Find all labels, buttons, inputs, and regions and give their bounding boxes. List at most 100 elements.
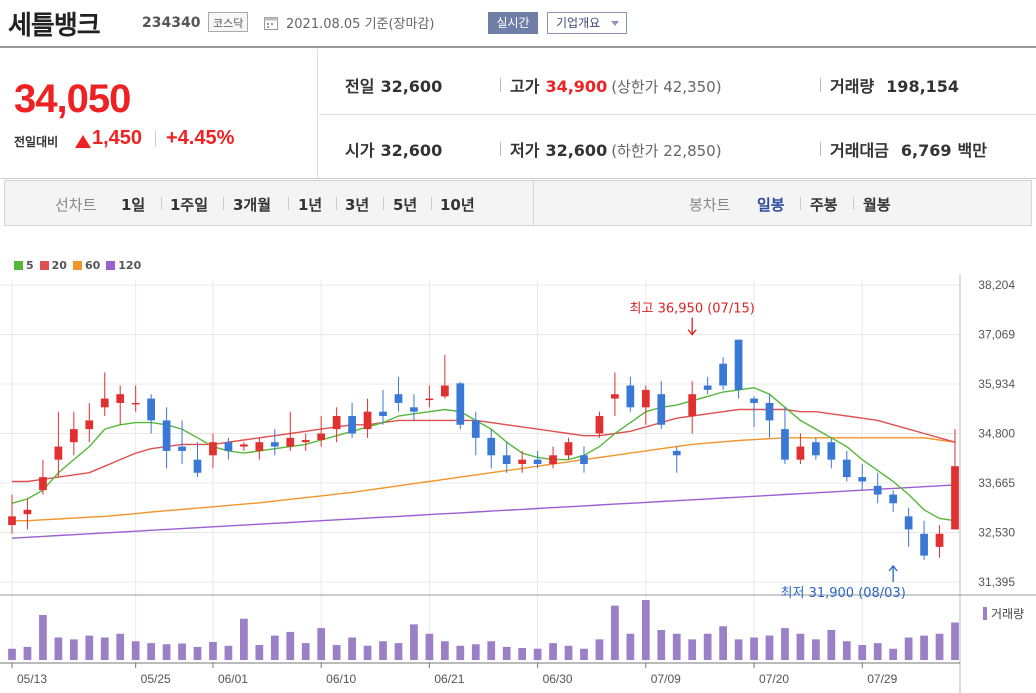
divider (500, 142, 501, 156)
volume-bar (549, 643, 557, 660)
candle-body (410, 407, 418, 412)
prev-close-value: 32,600 (380, 77, 443, 96)
candle-body (487, 437, 496, 456)
volume-bar (533, 648, 542, 660)
volume-value: 198,154 (886, 77, 960, 96)
candle-body (672, 450, 681, 456)
open-price: 시가 32,600 (345, 137, 442, 161)
volume-bar (178, 643, 186, 660)
candle-body (363, 411, 372, 430)
candle-weekly[interactable]: 주봉 (810, 196, 838, 214)
moving-average-ma120 (11, 484, 956, 539)
volume-bar (904, 637, 913, 660)
period-3m[interactable]: 3개월 (233, 196, 272, 214)
divider (500, 78, 501, 92)
volume-bar (595, 639, 604, 660)
volume-bar (688, 639, 697, 660)
legend-swatch (39, 261, 49, 270)
high-label: 고가 (510, 77, 540, 96)
legend-item-ma20: 20 (39, 259, 67, 272)
candle-body (626, 385, 635, 408)
candle-body (85, 420, 94, 430)
volume-bar (750, 637, 758, 660)
volume-bar (69, 639, 78, 660)
volume-bar (209, 642, 217, 660)
volume-bar (394, 643, 403, 660)
x-tick-label: 06/30 (543, 672, 573, 686)
volume-bar (131, 641, 140, 660)
candle-body (317, 433, 326, 441)
candle-body (827, 442, 836, 460)
stock-header: 세틀뱅크 234340 코스닥 2021.08.05 기준(장마감) 실시간 기… (0, 0, 1036, 48)
lower-limit: (하한가 22,850) (611, 142, 722, 160)
volume-legend-label: 거래량 (991, 607, 1024, 621)
low-price: 저가 32,600 (하한가 22,850) (510, 137, 722, 161)
candle-monthly[interactable]: 월봉 (863, 196, 891, 214)
volume-bar (719, 626, 727, 660)
change-label: 전일대비 (14, 135, 59, 149)
volume-bar (425, 633, 434, 660)
period-1y[interactable]: 1년 (298, 196, 323, 214)
period-selector: 선차트 1일 1주일 3개월 1년 3년 5년 10년 봉차트 일봉 주봉 월봉 (4, 180, 1032, 226)
volume-bar (734, 639, 743, 660)
volume-bar (317, 628, 326, 660)
volume-bar (641, 600, 650, 660)
line-chart-label: 선차트 (55, 196, 97, 214)
candle-body (549, 455, 557, 465)
legend-item-ma60: 60 (72, 259, 100, 272)
period-10y[interactable]: 10년 (440, 196, 475, 214)
legend-label: 120 (118, 259, 142, 272)
high-annotation: 최고 36,950 (07/15) (630, 302, 755, 317)
y-tick-label: 31,395 (978, 575, 1015, 589)
candle-body (440, 385, 449, 397)
candle-daily[interactable]: 일봉 (757, 196, 785, 214)
volume-bar (796, 633, 805, 660)
volume-bar (23, 646, 32, 660)
volume-bar (224, 645, 233, 660)
candle-body (935, 533, 944, 547)
period-3y[interactable]: 3년 (345, 196, 370, 214)
volume-bar (564, 645, 573, 660)
calendar-icon (264, 17, 278, 30)
divider (820, 142, 821, 156)
realtime-button[interactable]: 실시간 (488, 12, 538, 34)
candle-body (394, 394, 403, 403)
legend-swatch (106, 261, 116, 270)
candle-body (719, 363, 727, 386)
candle-body (39, 477, 47, 491)
candle-body (131, 402, 140, 405)
period-1w[interactable]: 1주일 (170, 196, 209, 214)
divider (223, 197, 224, 210)
candle-body (781, 429, 789, 460)
high-price: 고가 34,900 (상한가 42,350) (510, 73, 722, 97)
prev-close-label: 전일 (345, 77, 375, 96)
y-tick-label: 34,800 (978, 427, 1015, 441)
volume-bar (440, 641, 449, 660)
candle-body (286, 437, 295, 447)
stock-code: 234340 (142, 15, 201, 31)
volume-bar (951, 622, 959, 660)
candle-body (641, 389, 650, 408)
volume-bar (781, 628, 789, 660)
divider (319, 114, 1036, 115)
y-tick-label: 33,665 (978, 476, 1015, 490)
candle-chart-label: 봉차트 (689, 196, 731, 214)
volume-bar (920, 635, 928, 660)
volume-label: 거래량 (830, 77, 875, 96)
volume: 거래량 198,154 (830, 73, 959, 97)
candle-body (100, 398, 109, 408)
corp-overview-dropdown[interactable]: 기업개요 (547, 12, 627, 34)
candle-body (255, 442, 264, 451)
divider (336, 197, 337, 210)
volume-bar (765, 635, 774, 660)
candle-body (301, 440, 310, 443)
low-marker-arrowhead (888, 564, 898, 572)
candle-body (209, 442, 217, 456)
divider (533, 181, 534, 225)
volume-bar (410, 624, 418, 660)
legend-swatch (72, 261, 82, 270)
volume-bar (502, 646, 511, 660)
period-5y[interactable]: 5년 (393, 196, 418, 214)
candle-body (23, 509, 32, 515)
period-1d[interactable]: 1일 (121, 196, 146, 214)
